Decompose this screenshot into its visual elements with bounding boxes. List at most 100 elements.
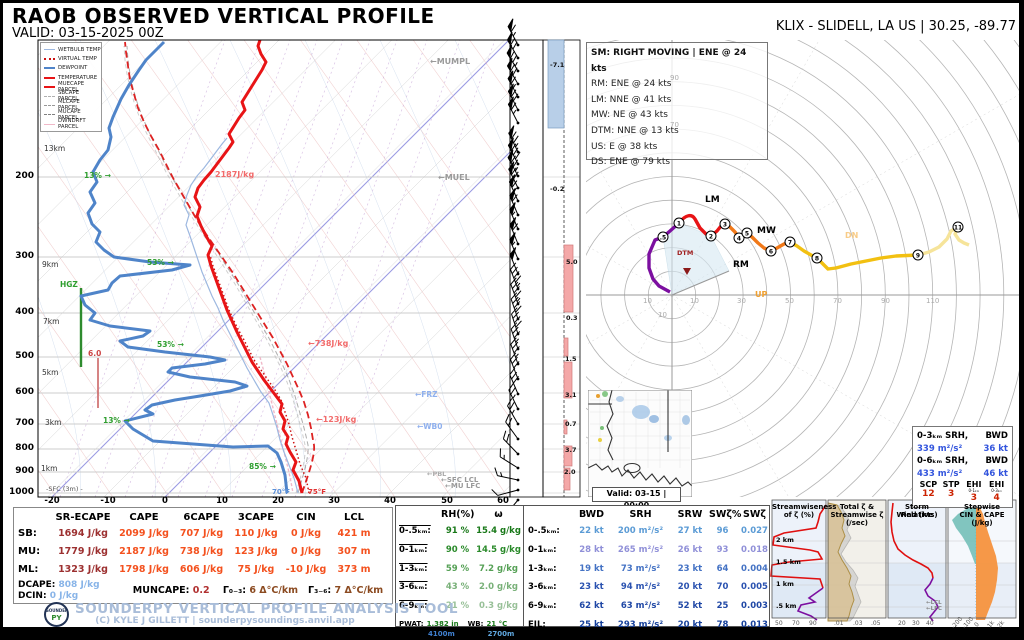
bwd-value: 22 kt bbox=[579, 526, 604, 536]
srh03-value: 339 m²/s² bbox=[917, 443, 963, 454]
legend-label: MUECAPE PARCEL bbox=[58, 80, 85, 93]
mu-lcl: 307 m bbox=[337, 546, 371, 557]
mini-panels bbox=[770, 499, 1017, 622]
sbcape-parcel-line-icon bbox=[44, 95, 55, 97]
srh06-value: 433 m²/s² bbox=[917, 468, 963, 479]
storm-motion-box: SM: RIGHT MOVING | ENE @ 24 kts RM: ENE … bbox=[586, 42, 768, 167]
wind-barb-column bbox=[491, 18, 522, 517]
lapse36-label: Γ₃₋₆: bbox=[308, 585, 332, 596]
rh-value: 90 % bbox=[445, 544, 470, 555]
dewpoint-trace bbox=[79, 40, 289, 494]
rm-label: RM bbox=[733, 260, 749, 270]
layer-label: 1-3ₖₘ: bbox=[399, 563, 428, 574]
wb0-annotation: ←WB0 bbox=[417, 422, 443, 431]
hodo-point-label: 7 bbox=[788, 240, 792, 247]
lapse03-value: 6 Δ°C/km bbox=[249, 585, 299, 596]
temp-axis-label: 0 bbox=[162, 496, 168, 506]
thermodynamics-table: SR-ECAPE CAPE 6CAPE 3CAPE CIN LCL SB: 16… bbox=[13, 507, 393, 604]
lapse-label: 6.0 bbox=[88, 349, 102, 358]
omega-header: ω bbox=[494, 509, 503, 520]
srh03-label: 0-3ₖₘ SRH, bbox=[917, 431, 969, 441]
rh-annotation: 85% → bbox=[249, 462, 276, 471]
legend-label: VIRTUAL TEMP bbox=[58, 55, 97, 62]
sm-line: RM: ENE @ 24 kts bbox=[591, 79, 672, 90]
srw-curve-lower bbox=[924, 577, 939, 622]
hodo-segment-3-7km bbox=[724, 222, 791, 253]
hodo-point-label: 6 bbox=[769, 249, 773, 256]
layer-label: 0-.5ₖₘ: bbox=[399, 526, 431, 536]
rh-value: 43 % bbox=[445, 582, 470, 593]
surface-dewpoint-f: 70°F bbox=[272, 488, 291, 496]
dewpoint-line-icon bbox=[44, 67, 55, 70]
advection-value: 3.7 bbox=[565, 446, 577, 454]
legend-item: SBCAPE PARCEL bbox=[44, 90, 101, 102]
legend-item: DWNDRFT PARCEL bbox=[44, 118, 101, 131]
frz-annotation: ←FRZ bbox=[415, 390, 438, 399]
scp-value: 12 bbox=[922, 489, 935, 499]
ml-cin: -10 J/kg bbox=[285, 564, 327, 575]
temp-axis-label: 20 bbox=[272, 496, 284, 506]
hodo-point-label: .5 bbox=[660, 235, 666, 242]
pressure-label: 800 bbox=[15, 443, 34, 453]
bwd-value: 23 kt bbox=[579, 582, 604, 593]
panel-tick: .05 bbox=[871, 620, 881, 627]
legend-label: DEWPOINT bbox=[58, 65, 88, 72]
bwd-value: 28 kt bbox=[579, 544, 604, 555]
stp-value: 3 bbox=[947, 489, 955, 499]
omega-value: 0.3 g/kg bbox=[479, 601, 518, 612]
ehi1-sub: 0-1ₖₘ bbox=[968, 488, 980, 493]
srw-curve-upper bbox=[890, 502, 934, 579]
mucape-parcel-line-icon bbox=[44, 114, 55, 116]
srw-value: 23 kt bbox=[677, 563, 703, 574]
frz-value: 4100m bbox=[428, 629, 455, 638]
sb-lcl: 421 m bbox=[337, 528, 371, 539]
swzp-value: 93 bbox=[716, 544, 729, 555]
omega-value: 15.4 g/kg bbox=[476, 526, 521, 536]
wb-label: WB: bbox=[467, 619, 484, 628]
height-label: 13km bbox=[44, 144, 66, 153]
height-band-label: .5 km bbox=[776, 602, 797, 610]
lapse36-value: 7 Δ°C/km bbox=[334, 585, 384, 596]
height-band-label: 1.5 km bbox=[776, 558, 801, 566]
pressure-label: 600 bbox=[15, 387, 34, 397]
pwat-label: PWAT: bbox=[399, 619, 424, 628]
surface-label: -SFC (3m) - bbox=[46, 485, 83, 493]
panel4-title2: CIN & CAPE bbox=[959, 511, 1005, 519]
kin-header: BWD bbox=[578, 509, 605, 520]
ring-label: 30 bbox=[737, 297, 746, 305]
advection-value: 1.5 bbox=[565, 355, 577, 363]
bwd-label: BWD bbox=[985, 431, 1008, 441]
legend-item: MUCAPE PARCEL bbox=[44, 109, 101, 121]
panel-tick: 70 bbox=[792, 620, 800, 627]
mlcape-parcel-trace bbox=[123, 45, 306, 494]
kin-header: SRW bbox=[677, 509, 703, 520]
thermo-header: LCL bbox=[343, 512, 365, 523]
legend-item: MLCAPE PARCEL bbox=[44, 99, 101, 111]
swzp-value: 64 bbox=[716, 563, 729, 574]
hodo-point-label: 11 bbox=[954, 225, 962, 232]
ring-label: 10 bbox=[658, 311, 667, 319]
legend-label: TEMPERATURE bbox=[58, 74, 98, 81]
ml-lcl: 373 m bbox=[337, 564, 371, 575]
srw-value: 20 kt bbox=[677, 582, 703, 593]
wetbulb-line-icon bbox=[44, 49, 55, 51]
omega-value: 7.2 g/kg bbox=[479, 563, 518, 574]
temp-axis-label: 60 bbox=[497, 496, 509, 506]
panel4-title: Stepwise bbox=[964, 503, 1000, 511]
sm-line: DS: ENE @ 79 kts bbox=[591, 157, 671, 168]
muncape-label: MUNCAPE: bbox=[132, 585, 190, 596]
lfc-marker-label: ←LFC bbox=[926, 606, 942, 612]
wb-value: 21 °C bbox=[486, 619, 508, 628]
pressure-label: 1000 bbox=[8, 487, 34, 497]
ehi3-sub: 0-3ₖₘ bbox=[991, 488, 1002, 493]
thermo-header: SR-ECAPE bbox=[55, 512, 111, 523]
legend-label: DWNDRFT PARCEL bbox=[58, 118, 86, 131]
rh-annotation: 13% → bbox=[103, 416, 130, 425]
srw-value: 20 kt bbox=[677, 619, 703, 630]
panel-tick: .03 bbox=[853, 620, 863, 627]
footer-tool-name: SOUNDERPY VERTICAL PROFILE ANALYSIS TOOL bbox=[75, 601, 458, 617]
virtual-temp-line-icon bbox=[44, 57, 55, 60]
pbl-annotation: ←PBL bbox=[427, 470, 447, 478]
moisture-kinematics-tables: RH(%) ω 0-.5ₖₘ: 91 % 15.4 g/kg 0-1ₖₘ: 90 … bbox=[395, 505, 770, 638]
srh-value: 265 m²/s² bbox=[617, 544, 664, 555]
